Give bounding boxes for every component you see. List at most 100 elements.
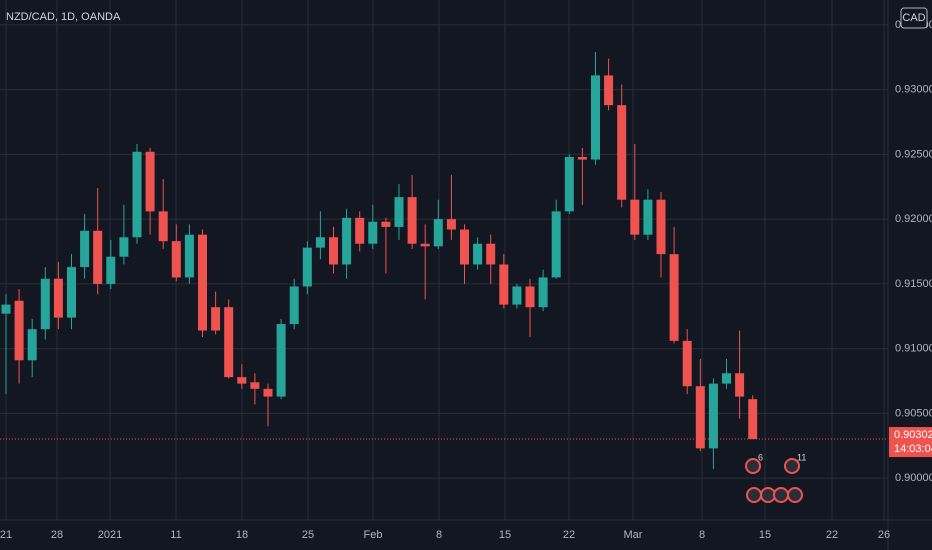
x-tick-label: 22 <box>563 529 575 541</box>
candle-body <box>656 199 666 255</box>
x-tick-label: 26 <box>878 529 890 541</box>
candle-body <box>40 278 50 330</box>
x-tick-label: 21 <box>0 529 12 541</box>
candle-body <box>145 151 155 212</box>
candle-body <box>342 217 352 265</box>
candle-body <box>577 156 587 160</box>
candle-body <box>394 197 404 227</box>
x-tick-label: 8 <box>699 529 705 541</box>
last-price-label: 0.90302 <box>894 429 932 441</box>
y-tick-label: 0.93000 <box>895 84 932 96</box>
event-count: 6 <box>758 452 763 462</box>
x-tick-label: 18 <box>236 529 248 541</box>
candle-body <box>460 229 469 265</box>
candle-body <box>512 286 522 305</box>
event-count: 11 <box>797 452 806 462</box>
candle-body <box>735 373 745 397</box>
x-tick-label: Feb <box>364 529 383 541</box>
candle-body <box>407 197 417 244</box>
x-tick-label: 25 <box>302 529 314 541</box>
x-tick-label: 15 <box>759 529 771 541</box>
event-icon[interactable] <box>760 487 776 503</box>
candle-body <box>67 267 76 318</box>
candle-body <box>198 234 207 331</box>
x-tick-label: 11 <box>170 529 181 541</box>
event-flag <box>745 458 761 474</box>
x-tick-label: 28 <box>51 529 63 541</box>
candle-body <box>630 199 640 235</box>
candle-body <box>80 230 90 268</box>
candle-body <box>708 383 718 449</box>
candle-body <box>473 243 483 265</box>
candle-body <box>302 247 312 287</box>
candle-body <box>420 243 430 247</box>
candle-body <box>499 264 509 305</box>
candle-body <box>132 151 142 238</box>
candle-body <box>643 199 653 235</box>
candle-body <box>695 386 705 449</box>
candle-body <box>315 237 325 248</box>
y-tick-label: 0.90500 <box>895 407 932 419</box>
y-tick-label: 0.92000 <box>895 213 932 225</box>
event-icon[interactable] <box>787 487 803 503</box>
y-tick-label: 0.91500 <box>895 278 932 290</box>
candle-body <box>14 300 24 361</box>
candle-body <box>106 256 116 284</box>
candle-body <box>53 278 63 318</box>
candle-body <box>171 241 181 278</box>
candle-body <box>722 373 731 384</box>
event-icon[interactable] <box>746 487 762 503</box>
candle-body <box>1 304 11 314</box>
candle-body <box>93 230 103 284</box>
candle-body <box>525 286 535 308</box>
event-row <box>746 487 803 503</box>
candle-body <box>617 105 627 200</box>
x-tick-label: 2021 <box>98 529 122 541</box>
candle-body <box>591 75 600 160</box>
x-tick-label: 22 <box>826 529 838 541</box>
candle-body <box>211 307 221 331</box>
candle-body <box>355 217 365 244</box>
event-icon[interactable] <box>773 487 789 503</box>
candle-body <box>486 243 496 265</box>
y-tick-label: 0.92500 <box>895 148 932 160</box>
candle-body <box>237 377 247 384</box>
candle-body <box>329 237 338 265</box>
candle-body <box>748 399 758 440</box>
candle-body <box>276 324 286 397</box>
countdown-label: 14:03:04 <box>894 443 932 455</box>
candle-body <box>669 254 679 341</box>
x-tick-label: Mar <box>624 529 643 541</box>
candle-body <box>604 75 614 106</box>
candle-body <box>538 277 548 308</box>
candle-body <box>263 388 273 397</box>
candles <box>0 52 888 470</box>
candle-body <box>224 307 234 378</box>
event-flag <box>784 458 800 474</box>
x-tick-label: 8 <box>436 529 442 541</box>
x-tick-label: 15 <box>499 529 511 541</box>
candle-body <box>368 221 378 244</box>
currency-label: CAD <box>902 12 925 24</box>
candle-body <box>119 237 129 257</box>
last-price-box <box>889 427 932 458</box>
candle-body <box>289 286 299 325</box>
y-tick-label: 0.90000 <box>895 472 932 484</box>
candle-body <box>27 329 37 361</box>
candle-body <box>381 221 391 227</box>
candle-body <box>433 219 443 247</box>
candle-body <box>682 340 692 387</box>
currency-badge[interactable] <box>900 7 928 29</box>
symbol-title: NZD/CAD, 1D, OANDA <box>6 11 121 23</box>
candle-body <box>551 211 561 278</box>
candle-body <box>158 211 168 242</box>
candle-body <box>184 234 194 278</box>
candle-body <box>564 156 574 212</box>
y-tick-label: 0.91000 <box>895 343 932 355</box>
events: 6 11 <box>745 452 806 474</box>
candle-body <box>250 382 260 389</box>
candle-body <box>446 219 456 230</box>
